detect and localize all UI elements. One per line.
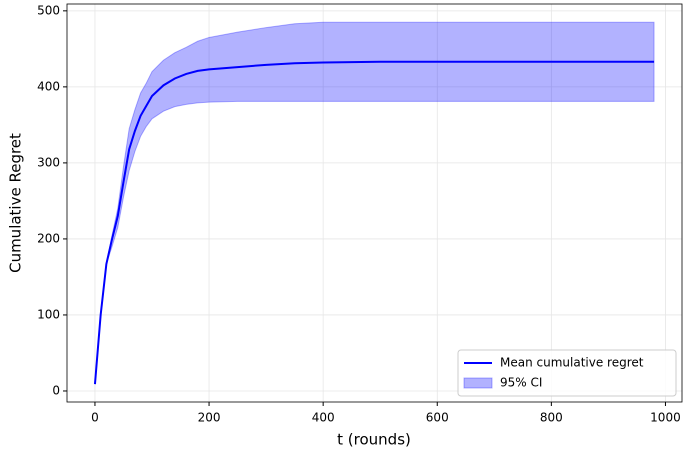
x-tick-label: 0 bbox=[91, 411, 99, 425]
legend-label: Mean cumulative regret bbox=[500, 356, 644, 370]
y-tick-label: 300 bbox=[37, 155, 60, 169]
legend-label: 95% CI bbox=[500, 376, 542, 390]
y-tick-label: 200 bbox=[37, 231, 60, 245]
x-tick-label: 1000 bbox=[650, 411, 681, 425]
x-axis-label: t (rounds) bbox=[337, 431, 411, 449]
y-tick-label: 500 bbox=[37, 3, 60, 17]
legend-box bbox=[457, 349, 677, 397]
legend-swatch bbox=[463, 377, 493, 389]
x-tick-label: 800 bbox=[540, 411, 563, 425]
y-tick-label: 100 bbox=[37, 307, 60, 321]
plot-frame bbox=[66, 3, 683, 403]
x-tick-label: 600 bbox=[426, 411, 449, 425]
y-tick-label: 400 bbox=[37, 79, 60, 93]
x-tick-label: 200 bbox=[198, 411, 221, 425]
mean-line bbox=[93, 60, 655, 385]
x-tick-label: 400 bbox=[312, 411, 335, 425]
y-axis-label: Cumulative Regret bbox=[7, 133, 25, 273]
y-tick-label: 0 bbox=[52, 383, 60, 397]
